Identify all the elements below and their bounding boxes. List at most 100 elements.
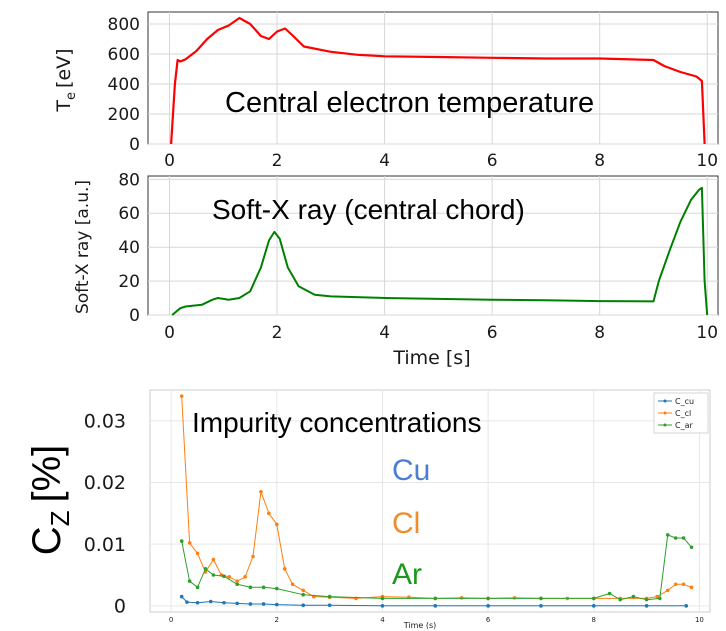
impurity-point-c-cl xyxy=(673,582,678,587)
impurity-point-c-cl xyxy=(259,489,263,494)
impurity-point-c-ar xyxy=(222,574,226,579)
impurity-point-c-ar xyxy=(179,539,184,543)
impurity-point-c-cu xyxy=(179,594,184,599)
soft-x-ray-x-tick-label: 6 xyxy=(487,323,498,343)
impurity-x-tick-label: 8 xyxy=(592,616,596,624)
temperature-y-tick-label: 200 xyxy=(108,105,140,125)
soft-x-ray-plot-frame xyxy=(147,175,719,316)
temperature-x-tick-label: 2 xyxy=(272,151,283,171)
legend-entry-cu: C_cu xyxy=(658,397,694,406)
temperature-panel: 0 200 400 600 800 0 2 4 6 8 10 Te [eV] Central ele… xyxy=(53,11,719,171)
impurity-point-c-cu xyxy=(684,604,689,608)
soft-x-ray-y-axis-label: Soft-X ray [a.u.] xyxy=(73,180,93,314)
impurity-point-c-ar xyxy=(301,592,306,597)
impurity-point-c-ar xyxy=(274,586,279,591)
impurity-point-c-cl xyxy=(195,551,200,556)
impurity-point-c-cu xyxy=(301,603,306,608)
impurity-point-c-ar xyxy=(486,596,490,601)
soft-x-ray-y-tick-label: 20 xyxy=(118,272,140,292)
impurity-point-c-cl xyxy=(179,394,184,398)
impurity-point-c-ar xyxy=(689,545,694,550)
impurity-point-c-cl xyxy=(665,588,670,593)
impurity-lines xyxy=(179,394,694,608)
impurity-point-c-ar xyxy=(211,573,216,577)
impurity-point-c-cu xyxy=(248,602,253,606)
temperature-y-tick-label: 0 xyxy=(129,135,140,155)
impurity-point-c-ar xyxy=(658,596,662,601)
temperature-ylabel-sub: e xyxy=(64,92,79,100)
impurity-point-c-ar xyxy=(187,579,192,583)
impurity-plot-frame xyxy=(149,389,711,613)
impurity-y-axis-label: CZ [%] xyxy=(25,445,75,556)
impurity-point-c-ar xyxy=(618,597,622,602)
impurity-point-c-ar xyxy=(673,536,678,540)
temperature-x-tick-label: 0 xyxy=(164,151,175,171)
impurity-point-c-cu xyxy=(327,603,332,608)
impurity-point-c-ar xyxy=(644,597,649,602)
soft-x-ray-y-tick-label: 80 xyxy=(118,170,140,190)
impurity-point-c-cl xyxy=(274,522,279,527)
temperature-y-ticks: 0 200 400 600 800 xyxy=(108,15,140,155)
impurity-point-c-ar xyxy=(380,596,385,601)
impurity-point-c-cu xyxy=(433,604,438,608)
impurity-x-ticks: 0 2 4 6 8 10 xyxy=(169,616,704,624)
impurity-point-c-ar xyxy=(665,533,670,537)
impurity-point-c-ar xyxy=(681,536,686,540)
soft-x-ray-lines xyxy=(171,186,709,316)
impurity-point-c-cu xyxy=(539,604,543,608)
temperature-line-series-0 xyxy=(170,16,706,145)
temperature-plot-frame xyxy=(147,11,719,145)
impurity-point-c-cl xyxy=(301,588,306,593)
impurity-x-tick-label: 4 xyxy=(380,616,385,624)
svg-text:CZ[%]: CZ [%] xyxy=(25,445,75,556)
impurity-point-c-cu xyxy=(185,600,189,604)
soft-x-ray-chart-title: Soft-X ray (central chord) xyxy=(212,194,525,225)
temperature-x-ticks: 0 2 4 6 8 10 xyxy=(164,151,718,171)
temperature-y-tick-label: 800 xyxy=(108,15,140,35)
impurity-y-tick-label: 0.02 xyxy=(84,472,126,494)
impurity-point-c-cl xyxy=(290,582,295,587)
temperature-y-axis-label: Te [eV] xyxy=(53,48,79,112)
impurity-point-c-cu xyxy=(591,604,596,608)
impurity-y-tick-label: 0 xyxy=(114,595,126,617)
soft-x-ray-x-tick-label: 8 xyxy=(594,323,605,343)
impurity-chart-title: Impurity concentrations xyxy=(192,407,481,438)
impurity-point-c-cl xyxy=(655,594,659,599)
impurity-point-c-cl xyxy=(187,541,192,545)
soft-x-ray-y-tick-label: 0 xyxy=(129,306,140,326)
soft-x-ray-x-axis-label: Time [s] xyxy=(392,347,470,369)
temperature-y-tick-label: 600 xyxy=(108,45,140,65)
impurity-y-ticks: 0 0.01 0.02 0.03 xyxy=(84,410,126,617)
soft-x-ray-y-tick-label: 40 xyxy=(118,238,140,258)
impurity-panel: 0 0.01 0.02 0.03 0 2 4 6 8 10 Time (s) CZ [%] Imp… xyxy=(25,389,711,630)
impurity-ylabel-unit: [%] xyxy=(25,445,69,503)
impurity-point-c-cl xyxy=(211,557,216,562)
legend-entry-ar: C_ar xyxy=(658,421,693,430)
impurity-point-c-cl xyxy=(681,582,686,587)
impurity-point-c-cl xyxy=(459,596,464,600)
impurity-point-c-cl xyxy=(227,575,232,579)
impurity-x-tick-label: 2 xyxy=(275,616,279,624)
impurity-point-c-ar xyxy=(631,594,636,599)
impurity-point-c-ar xyxy=(195,585,200,590)
temperature-chart-title: Central electron temperature xyxy=(225,87,594,119)
impurity-x-tick-label: 6 xyxy=(486,616,491,624)
impurity-point-c-cl xyxy=(251,554,255,559)
impurity-y-tick-label: 0.01 xyxy=(84,534,126,556)
impurity-point-c-cl xyxy=(267,511,271,516)
legend-label-cl: C_cl xyxy=(675,409,691,418)
soft-x-ray-line-series-0 xyxy=(171,186,709,316)
annotation-cu: Cu xyxy=(392,454,430,487)
impurity-point-c-cl xyxy=(689,585,694,590)
soft-x-ray-x-tick-label: 0 xyxy=(164,323,175,343)
impurity-point-c-cu xyxy=(261,602,266,606)
impurity-point-c-cu xyxy=(235,601,239,606)
soft-x-ray-x-tick-label: 4 xyxy=(379,323,390,343)
impurity-point-c-ar xyxy=(433,596,438,601)
impurity-point-c-cu xyxy=(208,599,213,604)
impurity-point-c-cu xyxy=(644,604,649,608)
impurity-x-axis-label: Time (s) xyxy=(403,621,437,630)
impurity-x-tick-label: 0 xyxy=(169,616,173,624)
soft-x-ray-x-tick-label: 2 xyxy=(272,323,283,343)
